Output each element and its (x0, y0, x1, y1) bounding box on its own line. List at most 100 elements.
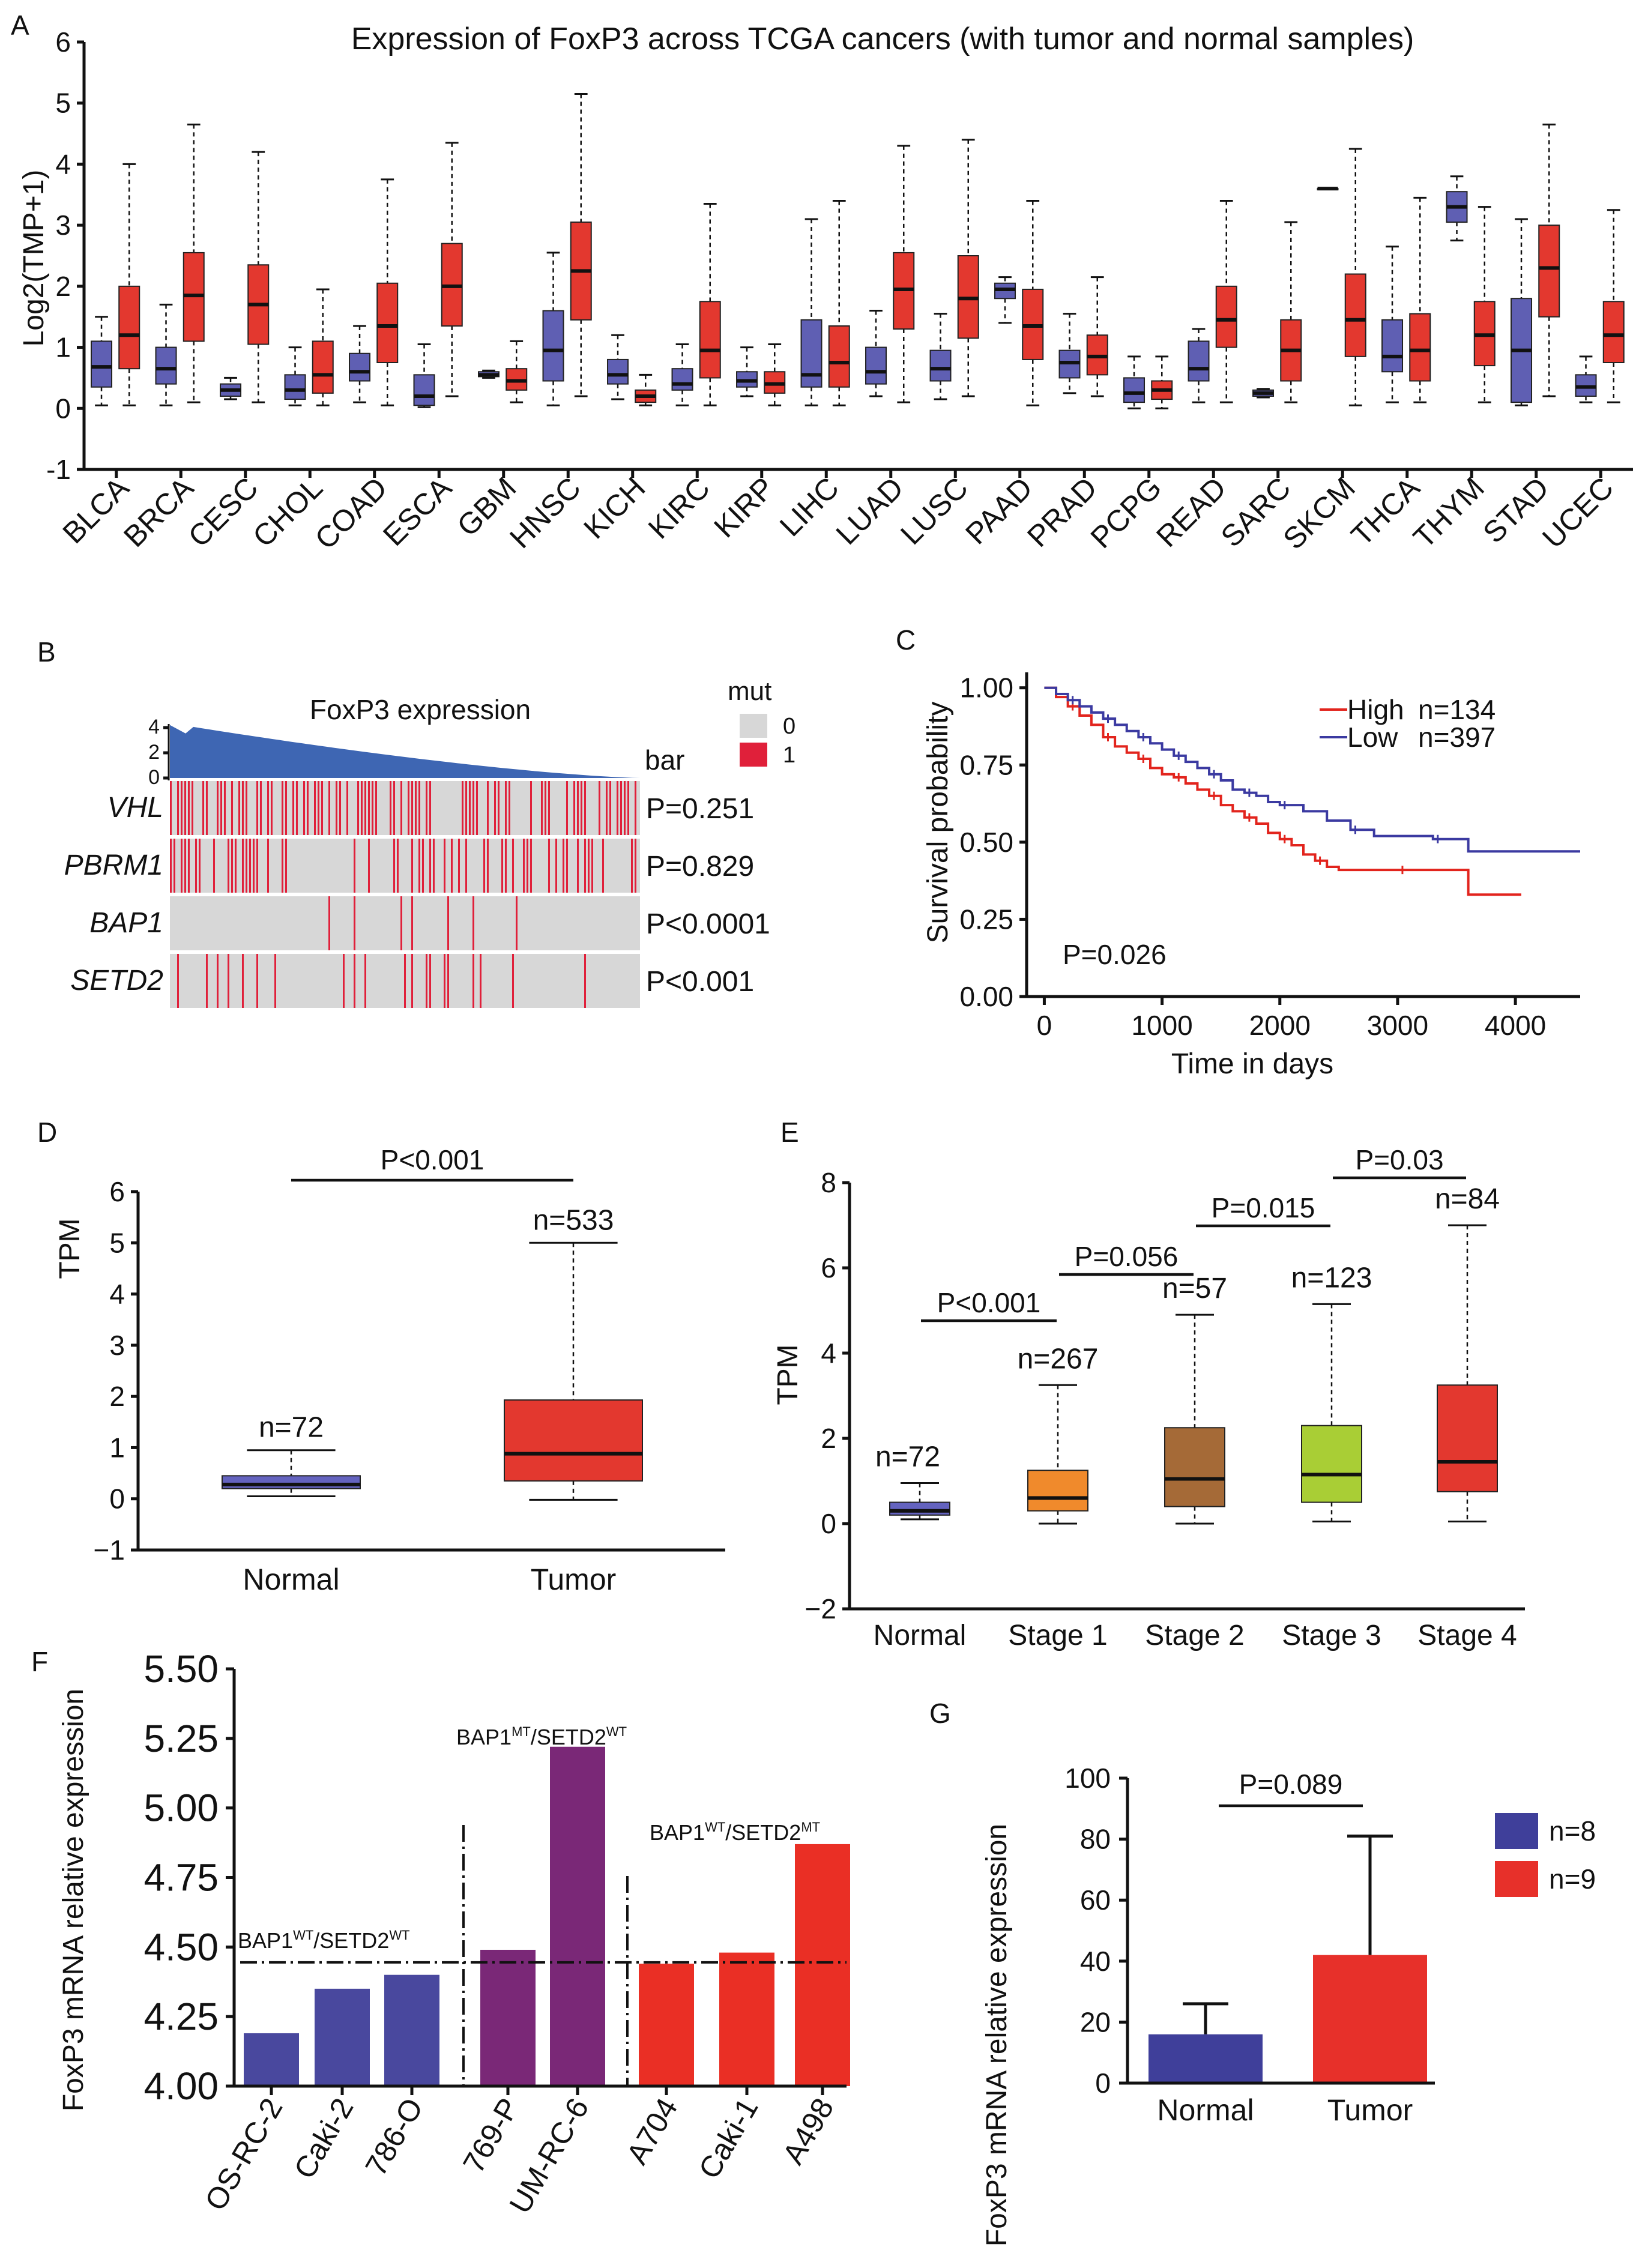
mutation-mark (188, 781, 190, 835)
mutation-mark (249, 839, 251, 893)
panel-a-y-tick-label: 6 (55, 26, 71, 58)
mutation-mark (411, 954, 413, 1008)
mutation-mark (444, 954, 445, 1008)
mutation-mark (271, 781, 273, 835)
mutation-mark (242, 839, 244, 893)
box-lihc-tumor (828, 325, 850, 388)
mutation-mark (512, 954, 514, 1008)
mutation-mark (584, 954, 586, 1008)
mutation-mark (318, 781, 319, 835)
panel-f-y-tick-label: 4.75 (143, 1856, 219, 1899)
box-blca-tumor (118, 285, 140, 370)
panel-a-y-tick-label: 2 (55, 271, 71, 302)
panel-g-legend-swatch-normal (1495, 1813, 1538, 1849)
panel-c-x-tick-label: 2000 (1249, 1010, 1311, 1041)
mutation-mark (354, 896, 355, 950)
mutation-mark (465, 839, 467, 893)
mutation-mark (400, 896, 402, 950)
mutation-mark (246, 781, 247, 835)
x-label-normal: Normal (874, 1620, 967, 1651)
mutation-mark (282, 781, 283, 835)
panel-a-boxes (91, 92, 1625, 409)
mutation-mark (238, 781, 240, 835)
panel-a-y-tick-label: 5 (55, 88, 71, 119)
box-coad-tumor (376, 282, 399, 363)
mutation-mark (260, 781, 262, 835)
panel-e-y-tick-label: 2 (821, 1423, 836, 1454)
bar-769-p (480, 1949, 536, 2086)
panel-f-y-tick-label: 4.00 (143, 2064, 219, 2108)
mutation-mark (206, 781, 208, 835)
mutation-mark (545, 781, 546, 835)
mutation-mark (530, 839, 532, 893)
comparison-p-value: P=0.015 (1212, 1192, 1315, 1223)
gene-label-vhl: VHL (107, 792, 163, 824)
box-hnsc-normal (542, 310, 564, 382)
panel-letter-g: G (929, 1698, 951, 1729)
mutation-mark (321, 781, 323, 835)
mutation-mark (246, 839, 247, 893)
mutation-mark (184, 839, 186, 893)
panel-b: FoxP3 expression 4 2 0 bar VHL P=0.251 PBR… (64, 677, 795, 1008)
mutation-heatmap: VHL P=0.251 PBRM1 P=0.829 BAP1 P<0.0001 SETD2 P… (64, 781, 770, 1008)
bar-normal (1149, 2034, 1263, 2083)
mutation-mark (418, 781, 420, 835)
mutation-mark (483, 839, 485, 893)
panel-a-y-tick-label: 3 (55, 210, 71, 241)
comparison-p-value: P=0.03 (1355, 1144, 1443, 1175)
panel-c-y-tick-label: 0.50 (959, 827, 1013, 858)
x-label-prad: PRAD (1021, 471, 1103, 553)
mutation-mark (393, 839, 395, 893)
x-label-chol: CHOL (246, 471, 329, 553)
panel-g-ticks: 0 20 40 60 80 100 (1064, 1763, 1127, 2099)
mutation-mark (573, 781, 575, 835)
box-tumor (504, 1399, 643, 1482)
mutation-mark (228, 839, 229, 893)
mutation-mark (177, 781, 179, 835)
panel-g-y-tick-label: 80 (1080, 1824, 1111, 1855)
mutation-mark (336, 781, 337, 835)
panel-d-y-tick-label: 3 (109, 1330, 125, 1361)
mutation-mark (541, 781, 543, 835)
panel-e-comparisons: P<0.001 P=0.056 P=0.015 P=0.03 (921, 1144, 1466, 1322)
mutation-mark (242, 954, 244, 1008)
panel-letter-d: D (37, 1117, 57, 1148)
x-label-769-p: 769-P (456, 2093, 525, 2179)
x-label-stage-3: Stage 3 (1282, 1620, 1381, 1651)
mutation-mark (296, 781, 298, 835)
legend-high-name: High (1347, 694, 1404, 725)
panel-c-ylabel: Survival probability (922, 702, 954, 944)
mutation-mark (256, 839, 258, 893)
x-label-a704: A704 (620, 2093, 684, 2170)
panel-d-y-tick-label: −1 (94, 1534, 125, 1566)
x-label-ucec: UCEC (1536, 471, 1620, 555)
x-label-tumor: Tumor (1327, 2093, 1413, 2127)
mutation-mark (599, 781, 600, 835)
bar-um-rc-6 (550, 1746, 605, 2086)
n-label-tumor: n=533 (533, 1204, 614, 1236)
mutation-mark (174, 839, 175, 893)
mutation-mark (411, 896, 413, 950)
mutation-mark (527, 839, 528, 893)
panel-d-y-tick-label: 0 (109, 1483, 125, 1515)
box-ucec-tumor (1602, 301, 1625, 363)
panel-f-bars (244, 1746, 850, 2086)
box-thca-normal (1381, 319, 1404, 373)
bar-label: bar (645, 744, 684, 776)
x-label-thym: THYM (1407, 471, 1491, 555)
mutation-mark (577, 781, 579, 835)
mutation-mark (480, 954, 481, 1008)
gene-label-setd2: SETD2 (70, 965, 163, 997)
comparison-p-value: P<0.001 (937, 1287, 1041, 1318)
panel-a-ylabel: Log2(TMP+1) (18, 170, 50, 347)
mutation-mark (591, 839, 593, 893)
panel-c-y-tick-label: 0.75 (959, 749, 1013, 780)
mutation-mark (181, 781, 183, 835)
mutation-mark (429, 839, 431, 893)
panel-c-y-tick-label: 0.25 (959, 903, 1013, 935)
panel-a-title: Expression of FoxP3 across TCGA cancers … (351, 22, 1414, 56)
mutation-mark (213, 839, 215, 893)
panel-d-y-tick-label: 2 (109, 1381, 125, 1412)
mutation-mark (184, 781, 186, 835)
